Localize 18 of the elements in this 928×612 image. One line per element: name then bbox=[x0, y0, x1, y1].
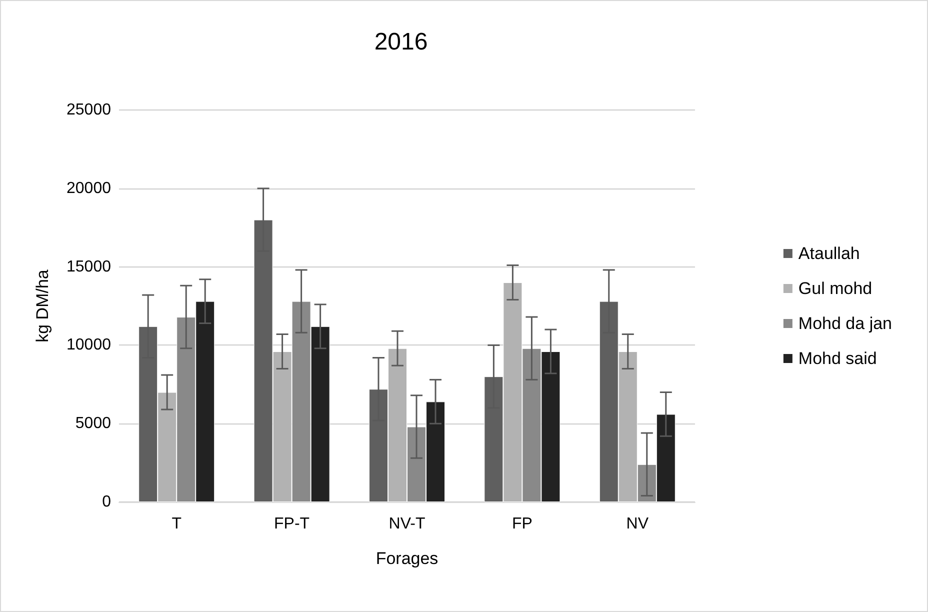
y-tick-label: 10000 bbox=[66, 336, 112, 354]
y-tick-label: 0 bbox=[102, 494, 112, 510]
y-axis-title: kg DM/ha bbox=[33, 269, 52, 342]
x-tick-label: NV bbox=[626, 516, 649, 532]
chart-title: 2016 bbox=[374, 28, 428, 56]
x-tick-label: FP bbox=[512, 516, 532, 532]
y-tick-label: 20000 bbox=[66, 180, 112, 197]
x-axis-title: Forages bbox=[376, 549, 438, 568]
legend-label: Mohd da jan bbox=[798, 314, 892, 333]
y-tick-label: 25000 bbox=[66, 102, 112, 118]
legend-label: Gul mohd bbox=[798, 279, 872, 298]
legend-label: Ataullah bbox=[798, 244, 860, 263]
x-tick-label: T bbox=[172, 516, 182, 532]
legend-label: Mohd said bbox=[798, 349, 877, 368]
x-tick-label: FP-T bbox=[274, 516, 310, 532]
y-tick-label: 15000 bbox=[66, 258, 112, 276]
x-tick-label: NV-T bbox=[388, 516, 426, 532]
y-tick-label: 5000 bbox=[75, 415, 112, 432]
